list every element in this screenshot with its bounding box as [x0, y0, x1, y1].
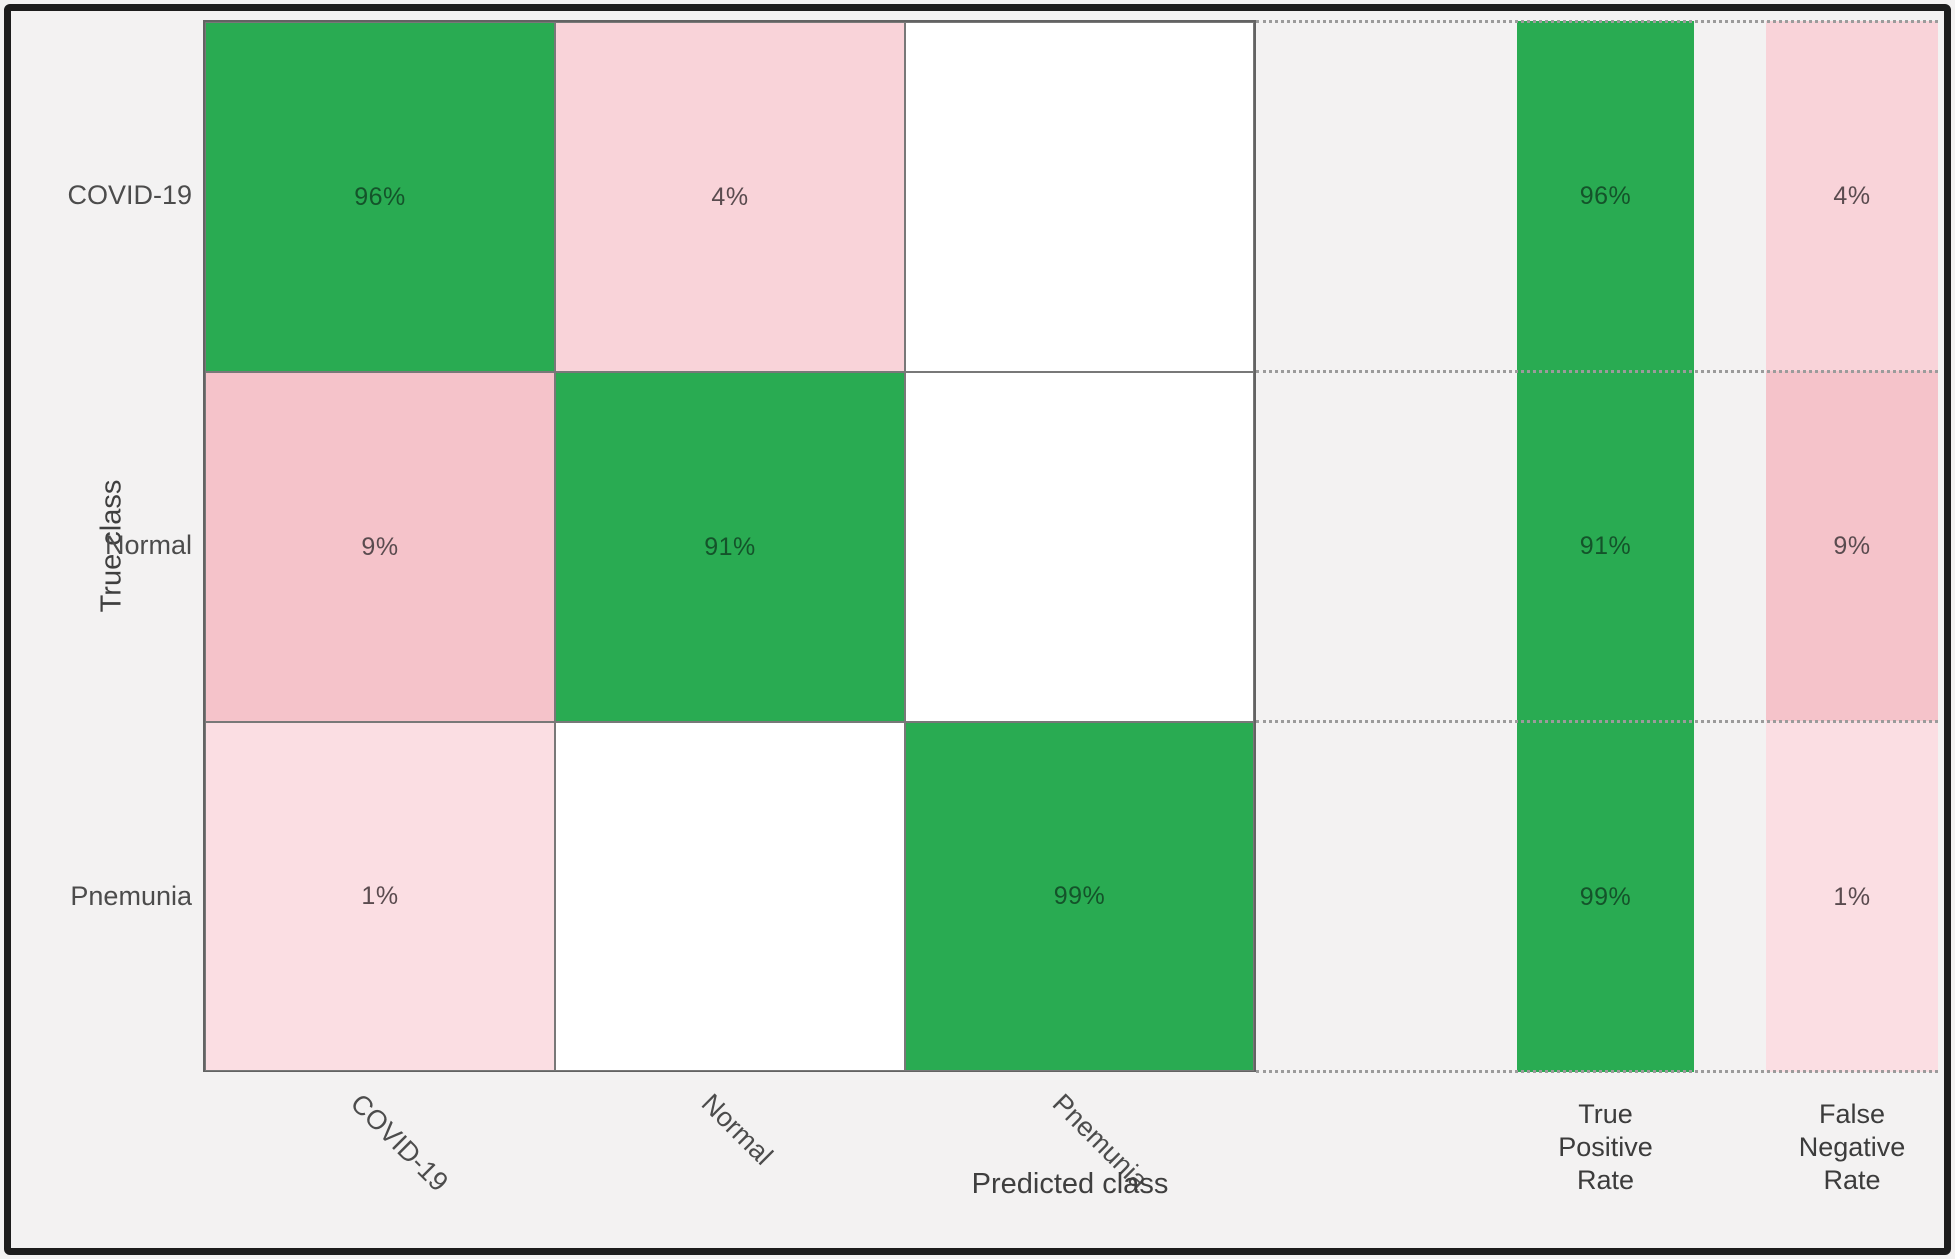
dotted-guide-row2 [1256, 720, 1938, 723]
matrix-cell-r2c1 [555, 722, 905, 1071]
fnr-label-line2: Negative [1798, 1132, 1906, 1162]
tpr-column-label: True Positive Rate [1517, 1098, 1694, 1197]
matrix-cell-r2c2: 99% [905, 722, 1254, 1071]
matrix-cell-r1c0: 9% [205, 372, 555, 722]
tpr-value-row0: 96% [1579, 182, 1632, 210]
tpr-label-line1: True [1578, 1099, 1633, 1129]
matrix-cell-r1c1: 91% [555, 372, 905, 722]
fnr-cell-row2 [1766, 721, 1938, 1072]
tpr-label-line3: Rate [1576, 1165, 1635, 1195]
matrix-cell-r2c0: 1% [205, 722, 555, 1071]
tpr-cell-row2 [1517, 721, 1694, 1072]
tpr-cell-row0 [1517, 21, 1694, 371]
matrix-cell-r0c2 [905, 22, 1254, 372]
row-label-pnemunia: Pnemunia [70, 881, 192, 911]
fnr-value-row2: 1% [1833, 883, 1871, 911]
tpr-value-row1: 91% [1579, 532, 1632, 560]
matrix-cell-r1c2 [905, 372, 1254, 722]
dotted-guide-bottom [1256, 1070, 1938, 1073]
tpr-value-row2: 99% [1579, 883, 1632, 911]
fnr-column-label: False Negative Rate [1766, 1098, 1938, 1197]
row-label-normal: Normal [104, 530, 192, 560]
dotted-guide-row1 [1256, 370, 1938, 373]
col-label-normal: Normal [695, 1088, 779, 1171]
fnr-label-line3: Rate [1823, 1165, 1881, 1195]
tpr-label-line2: Positive [1558, 1132, 1653, 1162]
fnr-cell-row1 [1766, 371, 1938, 721]
tpr-cell-row1 [1517, 371, 1694, 721]
fnr-value-row1: 9% [1833, 532, 1871, 560]
matrix-cell-r0c1: 4% [555, 22, 905, 372]
confusion-matrix-grid: 96% 4% 9% 91% 1% 99% [203, 20, 1256, 1072]
dotted-guide-top [1256, 20, 1938, 23]
fnr-label-line1: False [1818, 1099, 1886, 1129]
row-label-covid19: COVID-19 [67, 180, 192, 210]
fnr-cell-row0 [1766, 21, 1938, 371]
col-label-covid19: COVID-19 [344, 1088, 455, 1198]
matrix-cell-r0c0: 96% [205, 22, 555, 372]
fnr-value-row0: 4% [1833, 182, 1871, 210]
x-axis-label: Predicted class [971, 1168, 1169, 1200]
